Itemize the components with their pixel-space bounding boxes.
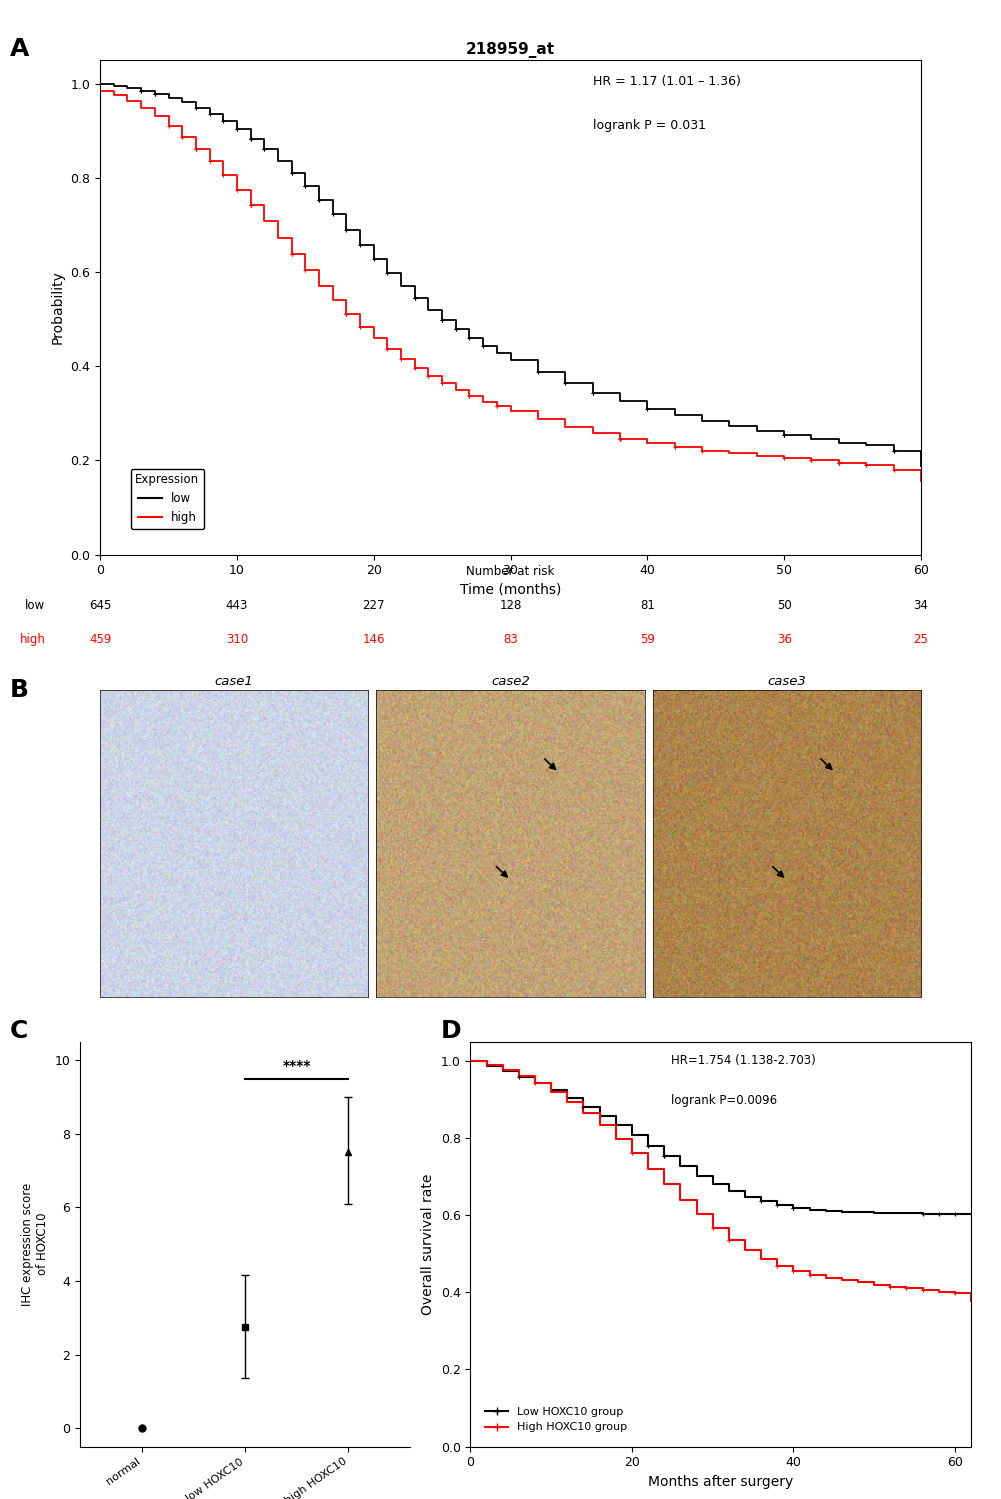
X-axis label: Months after surgery: Months after surgery xyxy=(648,1475,794,1489)
Text: 25: 25 xyxy=(914,633,928,646)
Title: case2: case2 xyxy=(491,676,530,688)
Text: 645: 645 xyxy=(89,600,111,612)
Text: 36: 36 xyxy=(777,633,792,646)
Text: HR = 1.17 (1.01 – 1.36): HR = 1.17 (1.01 – 1.36) xyxy=(593,75,741,88)
Text: 50: 50 xyxy=(777,600,792,612)
Text: Number at risk: Number at risk xyxy=(466,565,555,579)
Text: 59: 59 xyxy=(640,633,655,646)
Text: HR=1.754 (1.138-2.703): HR=1.754 (1.138-2.703) xyxy=(671,1054,816,1067)
Text: D: D xyxy=(440,1019,461,1043)
Text: 227: 227 xyxy=(362,600,385,612)
Y-axis label: Overall survival rate: Overall survival rate xyxy=(421,1174,435,1315)
Text: logrank P = 0.031: logrank P = 0.031 xyxy=(593,120,706,132)
Title: case1: case1 xyxy=(215,676,253,688)
X-axis label: Time (months): Time (months) xyxy=(459,583,562,597)
Text: C: C xyxy=(10,1019,28,1043)
Title: case3: case3 xyxy=(768,676,806,688)
Text: high: high xyxy=(19,633,45,646)
Legend: low, high: low, high xyxy=(130,469,204,529)
Text: 459: 459 xyxy=(89,633,111,646)
Text: 81: 81 xyxy=(640,600,655,612)
Legend: Low HOXC10 group, High HOXC10 group: Low HOXC10 group, High HOXC10 group xyxy=(481,1403,632,1438)
Text: 83: 83 xyxy=(504,633,518,646)
Text: 443: 443 xyxy=(225,600,248,612)
Title: 218959_at: 218959_at xyxy=(465,42,556,58)
Text: ****: **** xyxy=(282,1060,311,1073)
Text: logrank P=0.0096: logrank P=0.0096 xyxy=(671,1094,777,1108)
Text: 128: 128 xyxy=(499,600,522,612)
Text: 146: 146 xyxy=(362,633,385,646)
Text: 34: 34 xyxy=(914,600,928,612)
Text: B: B xyxy=(10,678,29,702)
Text: low: low xyxy=(25,600,45,612)
Text: 310: 310 xyxy=(226,633,248,646)
Text: A: A xyxy=(10,37,29,61)
Y-axis label: Probability: Probability xyxy=(51,270,65,345)
Y-axis label: IHC expression score
of HOXC10: IHC expression score of HOXC10 xyxy=(21,1183,49,1306)
